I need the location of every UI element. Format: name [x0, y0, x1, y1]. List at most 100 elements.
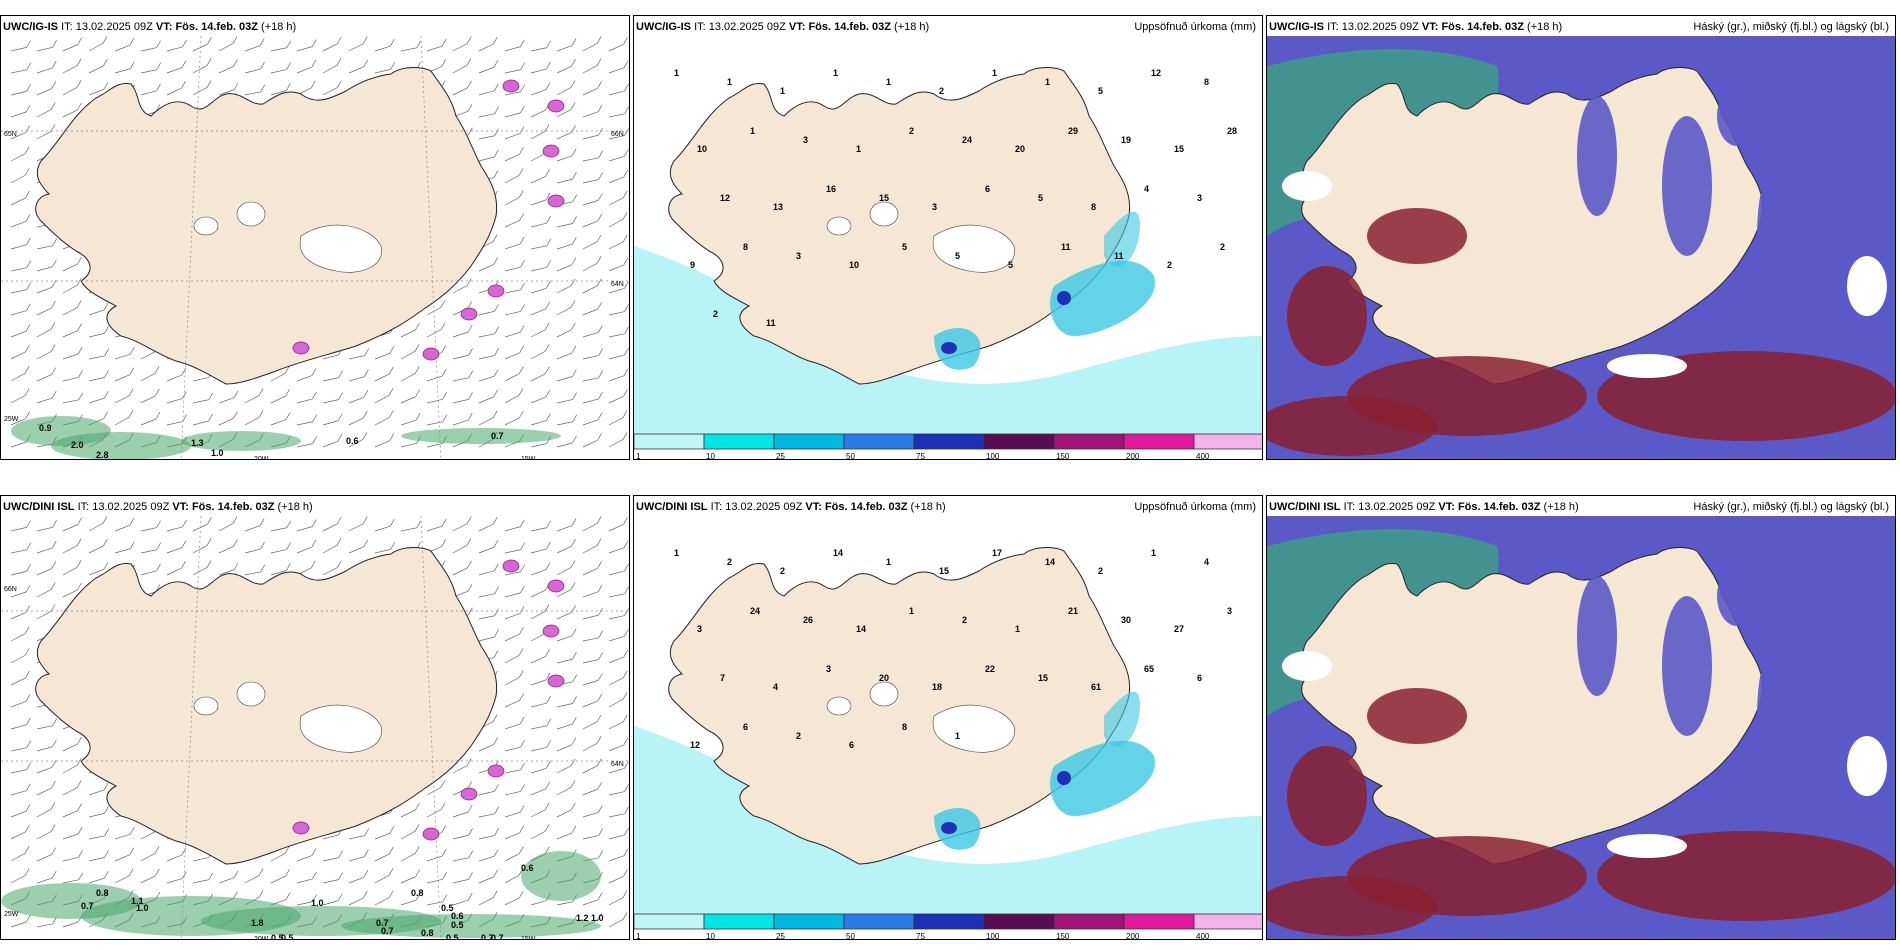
wind-barb [10, 914, 31, 928]
wind-barb [62, 323, 82, 338]
wind-barb [504, 846, 524, 862]
wind-barb [322, 893, 343, 906]
wind-barb [114, 38, 135, 52]
glacier-langjokull [236, 201, 266, 227]
colorbar-tick: 10 [706, 932, 715, 940]
precip-area-mid [934, 807, 981, 850]
mid-cloud-patch [1367, 208, 1467, 264]
wind-barb [504, 693, 524, 708]
wind-barb [374, 890, 394, 906]
precip-value-label: 2 [1098, 566, 1103, 576]
colorbar-tick: 1 [636, 932, 641, 940]
wind-barb [478, 629, 499, 642]
wind-barb [348, 870, 369, 884]
wind-barb [62, 278, 82, 294]
wind-barb [36, 760, 57, 774]
colorbar-tick: 150 [1056, 932, 1070, 940]
wind-contour-label: 1.0 [136, 903, 149, 913]
glacier-hofsjokull [826, 216, 852, 236]
precip-value-label: 29 [1068, 126, 1078, 136]
mid-cloud-patch [1267, 396, 1437, 456]
wind-barb [10, 344, 30, 360]
wind-barb [88, 806, 109, 818]
precip-value-label: 3 [932, 202, 937, 212]
wind-barb [374, 346, 395, 360]
wind-barb [36, 60, 57, 74]
cloud-map [1267, 36, 1895, 459]
wind-barb [400, 846, 420, 862]
wind-barb [530, 649, 550, 664]
wind-barb [556, 257, 577, 272]
wind-barb [504, 213, 524, 228]
wind-barb [530, 366, 550, 382]
wind-barb [36, 604, 56, 620]
wind-barb [88, 516, 108, 532]
precip-value-label: 13 [773, 202, 783, 212]
wind-barb [478, 60, 499, 74]
wind-barb [10, 762, 31, 774]
glacier-hofsjokull [826, 696, 852, 716]
wind-barb [10, 648, 30, 664]
wind-barb [556, 237, 577, 250]
wind-barb [140, 563, 161, 576]
wind-barb [10, 846, 30, 862]
precip-value-label: 5 [902, 242, 907, 252]
wind-barb [400, 40, 421, 52]
wind-barb [452, 80, 472, 96]
colorbar-swatch [1053, 913, 1125, 930]
wind-barb [192, 37, 212, 52]
wind-barb [374, 433, 394, 448]
wind-barb [10, 190, 30, 206]
wind-barb [296, 436, 317, 448]
precip-value-label: 1 [955, 731, 960, 741]
precip-area-mid [1104, 691, 1140, 747]
precip-colorbar: 1 10 25 50 75 100 150 200 400 [634, 913, 1262, 940]
wind-barb [478, 304, 499, 316]
wind-barb [10, 783, 31, 796]
wind-barb [426, 802, 446, 818]
wind-barb [556, 435, 577, 448]
wind-barb [556, 651, 577, 664]
wind-barb [62, 582, 82, 598]
precip-area-light [634, 726, 1262, 914]
wind-barb [582, 256, 602, 272]
precip-map: 1111121151281013122420291915281213161536… [634, 67, 1262, 460]
wind-barb [530, 301, 551, 316]
wind-barb [478, 586, 499, 598]
wind-contour-label: 0.5 [441, 903, 454, 913]
wind-barb [478, 369, 499, 382]
wind-barb [504, 410, 524, 426]
wind-barb [608, 737, 629, 752]
wind-barb [36, 124, 56, 140]
colorbar-swatch [703, 913, 775, 930]
icing-spot [547, 674, 565, 688]
wind-barb [10, 237, 31, 250]
icing-spot [487, 764, 505, 778]
wind-barb [218, 82, 239, 96]
colorbar-tick: 75 [916, 452, 925, 460]
wind-barb [582, 193, 603, 206]
wind-barb [10, 626, 30, 642]
sea-spray-contour [181, 431, 301, 451]
wind-contour-label: 2.0 [71, 440, 84, 450]
wind-barb [478, 83, 499, 96]
axis-label: 65N [4, 131, 17, 138]
panel-header: UWC/IG-IS IT: 13.02.2025 09Z VT: Fös. 14… [3, 21, 297, 33]
wind-barb [218, 36, 238, 52]
precip-value-label: 14 [856, 624, 866, 634]
wind-barb [426, 848, 447, 862]
wind-barb [530, 169, 550, 184]
wind-barb [322, 36, 342, 52]
wind-barb [608, 410, 628, 426]
precip-value-label: 3 [826, 664, 831, 674]
wind-barb [608, 347, 629, 360]
wind-barb [478, 348, 499, 360]
icing-spot [422, 827, 440, 841]
wind-barb [114, 847, 135, 862]
wind-barb [62, 80, 82, 96]
precip-value-label: 1 [833, 68, 838, 78]
glacier-hofsjokull [193, 216, 219, 236]
graticule-line [420, 516, 442, 939]
wind-barb [478, 128, 499, 140]
wind-barb [608, 827, 629, 840]
